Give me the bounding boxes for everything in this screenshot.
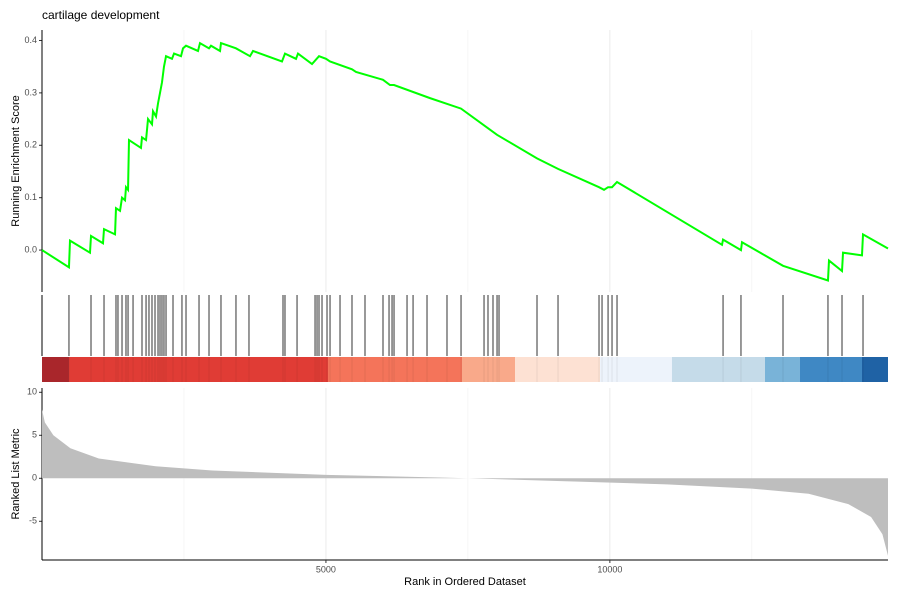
rank-band xyxy=(68,357,328,382)
rank-band xyxy=(671,357,766,382)
y-tick-label: 5 xyxy=(32,430,37,440)
x-tick-label: 5000 xyxy=(316,564,336,574)
y-axis-title: Running Enrichment Score xyxy=(10,95,22,226)
x-axis-title: Rank in Ordered Dataset xyxy=(404,576,526,588)
rank-band xyxy=(461,357,516,382)
rank-band xyxy=(799,357,862,382)
rank-band xyxy=(599,357,672,382)
chart-title: cartilage development xyxy=(42,8,160,22)
rank-band xyxy=(861,357,888,382)
x-tick-label: 10000 xyxy=(597,564,622,574)
y-tick-label: 0.0 xyxy=(24,244,37,254)
rank-band xyxy=(515,357,600,382)
y-tick-label: 0.1 xyxy=(24,192,37,202)
rank-band xyxy=(327,357,462,382)
y-tick-label: 10 xyxy=(27,387,37,397)
y-tick-label: 0 xyxy=(32,473,37,483)
y-tick-label: 0.4 xyxy=(24,35,37,45)
rank-band xyxy=(765,357,800,382)
y-tick-label: 0.3 xyxy=(24,87,37,97)
rank-band xyxy=(42,357,69,382)
y-axis-title: Ranked List Metric xyxy=(10,428,22,520)
y-tick-label: -5 xyxy=(29,516,37,526)
metric-area xyxy=(42,409,888,556)
y-tick-label: 0.2 xyxy=(24,140,37,150)
enrichment-line xyxy=(41,41,889,282)
